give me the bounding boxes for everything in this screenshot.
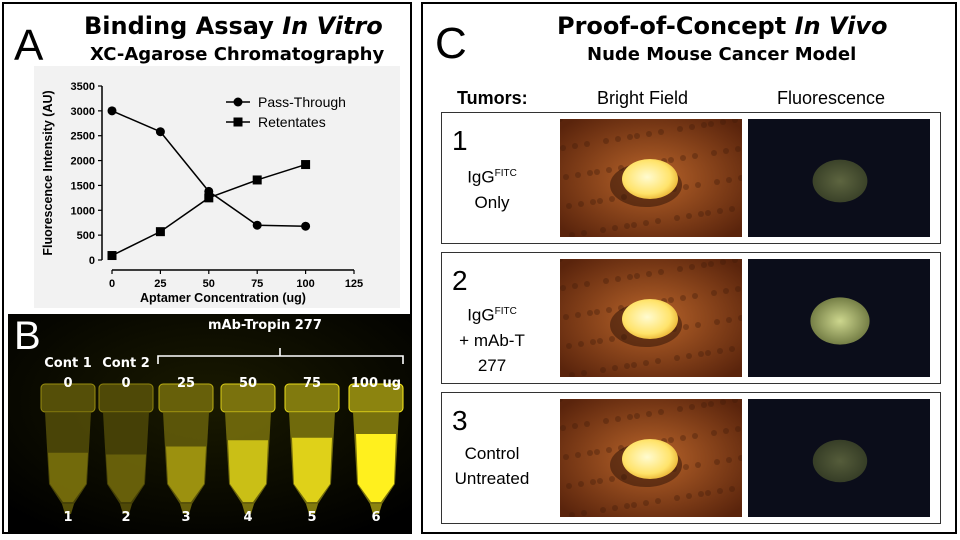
fluorescence-signal xyxy=(812,439,868,483)
legend-marker xyxy=(233,117,243,127)
col-bright-field: Bright Field xyxy=(597,88,689,108)
panel-letter-b: B xyxy=(14,314,41,358)
bright-field-image xyxy=(560,399,742,517)
tube-tip xyxy=(120,504,132,514)
panel-c-title: Proof-of-Concept In Vivo xyxy=(557,12,887,40)
x-tick-label: 0 xyxy=(109,278,115,290)
x-tick-label: 75 xyxy=(251,278,263,290)
y-tick-label: 1000 xyxy=(71,205,95,217)
panel-c-title-italic: In Vivo xyxy=(794,12,888,40)
col-fluorescence: Fluorescence xyxy=(777,88,886,108)
fluorescence-image xyxy=(748,259,930,377)
tube-tip xyxy=(180,504,192,514)
chart-background xyxy=(34,66,400,308)
tube-amount: 75 xyxy=(302,376,322,391)
tube-liquid xyxy=(228,440,268,502)
fluorescence-image xyxy=(748,399,930,517)
y-axis-label: Fluorescence Intensity (AU) xyxy=(41,90,55,255)
group-label: mAb-Tropin 277 xyxy=(208,318,322,333)
panel-a-title-plain: Binding Assay xyxy=(84,12,283,40)
binding-chart: 0 500 1000 1500 2000 2500 3000 3500 0 25 50 75 100 12… xyxy=(34,66,400,308)
y-tick-label: 0 xyxy=(89,255,95,267)
col-tumors: Tumors: xyxy=(457,88,528,108)
tube-liquid xyxy=(356,434,396,502)
tube-control-label: Cont 2 xyxy=(102,356,150,371)
tumor-shape xyxy=(622,159,678,199)
x-tick-label: 25 xyxy=(154,278,166,290)
legend-marker xyxy=(233,97,243,107)
legend-label: Pass-Through xyxy=(258,94,346,110)
tube-amount: 25 xyxy=(176,376,196,391)
tubes-svg xyxy=(8,314,412,534)
tube-body xyxy=(103,412,149,504)
tube-tip xyxy=(62,504,74,514)
panel-a: A Binding Assay In Vitro XC-Agarose Chro… xyxy=(2,2,412,534)
data-point xyxy=(204,193,214,203)
tube-number: 6 xyxy=(371,510,381,525)
panel-a-title-italic: In Vitro xyxy=(282,12,383,40)
tube-number: 3 xyxy=(181,510,191,525)
data-point xyxy=(301,221,311,231)
panel-c-subtitle: Nude Mouse Cancer Model xyxy=(587,44,857,65)
panel-letter-a: A xyxy=(14,21,44,70)
tube-photo: B mAb-Tropin 277 Cont 1 0 1 Cont 2 0 2 25 3 50 4 7… xyxy=(8,314,412,534)
y-tick-label: 3000 xyxy=(71,106,95,118)
tumor-row-2: 2 IgGFITC + mAb-T 277 xyxy=(441,252,941,384)
tube-number: 5 xyxy=(307,510,317,525)
row-number: 3 xyxy=(452,405,468,436)
tube-number: 1 xyxy=(63,510,73,525)
tube-amount: 0 xyxy=(121,376,131,391)
bright-field-image xyxy=(560,259,742,377)
panel-a-title: Binding Assay In Vitro xyxy=(84,12,383,40)
data-point xyxy=(155,227,165,237)
tube-liquid xyxy=(166,446,206,502)
legend-label: Retentates xyxy=(258,114,326,130)
bright-field-image xyxy=(560,119,742,237)
row-condition: IgGFITC + mAb-T 277 xyxy=(459,305,525,375)
fluorescence-image xyxy=(748,119,930,237)
tube-liquid xyxy=(48,452,88,502)
panel-c: C Proof-of-Concept In Vivo Nude Mouse Ca… xyxy=(421,2,957,534)
tube-amount: 100 ug xyxy=(350,376,402,391)
row-number: 1 xyxy=(452,125,468,156)
tube-control-label: Cont 1 xyxy=(44,356,92,371)
row-condition: IgGFITC Only xyxy=(467,167,517,212)
tube-liquid xyxy=(106,454,146,502)
panel-a-subtitle: XC-Agarose Chromatography xyxy=(90,44,385,65)
panel-c-title-plain: Proof-of-Concept xyxy=(557,12,795,40)
tube-number: 2 xyxy=(121,510,131,525)
tube-number: 4 xyxy=(243,510,253,525)
data-point xyxy=(107,106,117,116)
tumor-row-3: 3 Control Untreated xyxy=(441,392,941,524)
tube-tip xyxy=(306,504,318,514)
tube-tip xyxy=(242,504,254,514)
data-point xyxy=(252,175,262,185)
tumor-row-1: 1 IgGFITC Only xyxy=(441,112,941,244)
data-point xyxy=(252,220,262,230)
fluorescence-signal xyxy=(812,159,868,203)
tumor-shape xyxy=(622,439,678,479)
panel-letter-c: C xyxy=(435,19,467,68)
tube-amount: 50 xyxy=(238,376,258,391)
y-tick-label: 1500 xyxy=(71,180,95,192)
data-point xyxy=(107,251,117,261)
data-point xyxy=(155,127,165,137)
x-tick-label: 50 xyxy=(203,278,215,290)
row-number: 2 xyxy=(452,265,468,296)
row-condition: Control Untreated xyxy=(454,444,530,488)
y-tick-label: 3500 xyxy=(71,81,95,93)
fluorescence-signal xyxy=(810,297,870,345)
y-tick-label: 2000 xyxy=(71,156,95,168)
data-point xyxy=(301,160,311,170)
y-tick-label: 500 xyxy=(77,230,95,242)
y-tick-label: 2500 xyxy=(71,131,95,143)
x-tick-label: 125 xyxy=(345,278,363,290)
x-axis-label: Aptamer Concentration (ug) xyxy=(140,291,306,305)
tumor-shape xyxy=(622,299,678,339)
tube-liquid xyxy=(292,437,332,502)
tube-tip xyxy=(370,504,382,514)
x-tick-label: 100 xyxy=(296,278,314,290)
tube-amount: 0 xyxy=(63,376,73,391)
